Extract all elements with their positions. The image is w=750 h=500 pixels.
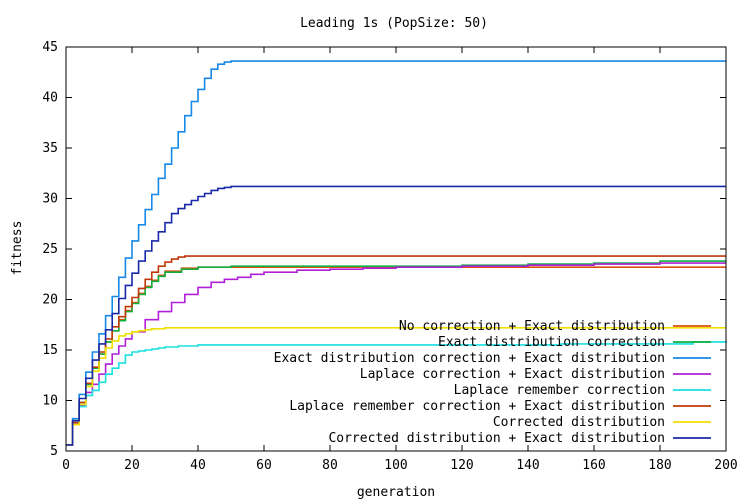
- x-tick-label: 180: [648, 458, 671, 473]
- legend-label-3: Exact distribution correction + Exact di…: [274, 351, 665, 366]
- y-tick-label: 35: [42, 141, 58, 156]
- legend-label-8: Corrected distribution + Exact distribut…: [328, 431, 665, 446]
- legend: No correction + Exact distributionExact …: [274, 319, 711, 446]
- x-tick-label: 100: [384, 458, 407, 473]
- series-line-4: [66, 262, 726, 446]
- x-tick-label: 200: [714, 458, 737, 473]
- y-tick-label: 30: [42, 192, 58, 207]
- plot-series: [66, 60, 727, 446]
- y-tick-label: 10: [42, 394, 58, 409]
- y-tick-label: 25: [42, 242, 58, 257]
- y-tick-label: 40: [42, 91, 58, 106]
- x-tick-label: 40: [190, 458, 206, 473]
- x-axis-label: generation: [357, 485, 435, 500]
- y-axis: 5 10 15 20 25 30 35 40 45: [42, 40, 726, 459]
- x-tick-label: 160: [582, 458, 605, 473]
- y-axis-label: fitness: [10, 221, 25, 276]
- x-tick-label: 120: [450, 458, 473, 473]
- legend-label-5: Laplace remember correction: [454, 383, 665, 398]
- x-tick-label: 0: [62, 458, 70, 473]
- legend-label-1: No correction + Exact distribution: [399, 319, 665, 334]
- y-tick-label: 45: [42, 40, 58, 55]
- y-tick-label: 20: [42, 293, 58, 308]
- x-axis: 0 20 40 60 80 100 120 140 160 180 200: [62, 47, 738, 473]
- series-line-6: [66, 255, 726, 446]
- x-tick-label: 20: [124, 458, 140, 473]
- legend-label-6: Laplace remember correction + Exact dist…: [289, 399, 665, 414]
- x-tick-label: 60: [256, 458, 272, 473]
- x-tick-label: 80: [322, 458, 338, 473]
- y-tick-label: 5: [50, 444, 58, 459]
- legend-label-7: Corrected distribution: [493, 415, 665, 430]
- legend-label-4: Laplace correction + Exact distribution: [360, 367, 665, 382]
- series-line-8: [66, 185, 726, 446]
- x-tick-label: 140: [516, 458, 539, 473]
- chart-title: Leading 1s (PopSize: 50): [300, 16, 488, 31]
- y-tick-label: 15: [42, 343, 58, 358]
- series-line-5: [66, 340, 727, 446]
- legend-label-2: Exact distribution correction: [438, 335, 665, 350]
